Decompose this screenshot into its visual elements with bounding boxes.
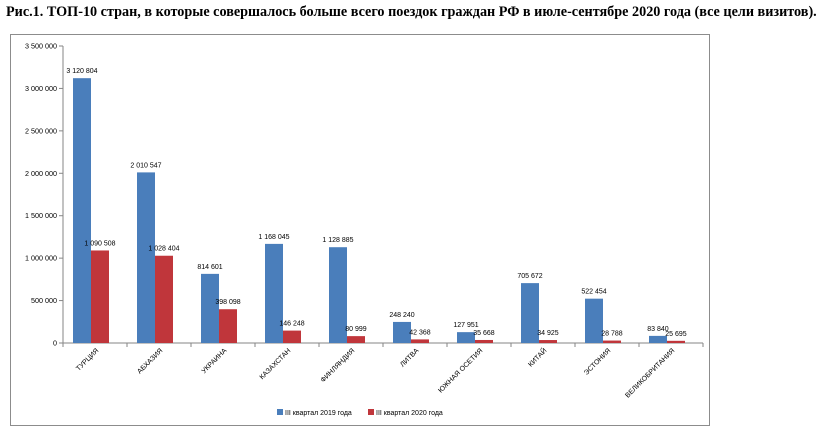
bar-2019-5 <box>393 321 411 343</box>
data-label: 522 454 <box>581 289 606 296</box>
bar-2020-4 <box>347 336 365 343</box>
data-label: 25 695 <box>665 331 687 338</box>
category-label: КИТАЙ <box>526 346 549 369</box>
bar-2019-8 <box>585 298 603 343</box>
data-label: 398 098 <box>215 299 240 306</box>
data-label: 1 168 045 <box>258 234 289 241</box>
category-label: ЛИТВА <box>399 347 420 368</box>
figure-caption: Рис.1. ТОП-10 стран, в которые совершало… <box>6 4 817 20</box>
y-tick-label: 1 500 000 <box>25 211 57 220</box>
data-label: 80 999 <box>345 326 367 333</box>
bar-2020-8 <box>603 340 621 343</box>
bar-2019-2 <box>201 273 219 343</box>
legend-label: III квартал 2019 года <box>285 410 352 417</box>
legend-label: III квартал 2020 года <box>376 410 443 417</box>
bar-2020-2 <box>219 309 237 343</box>
bar-2020-3 <box>283 330 301 343</box>
data-label: 28 788 <box>601 331 623 338</box>
data-label: 1 028 404 <box>148 246 179 253</box>
chart-frame: 0 500 000 1 000 000 1 500 000 2 000 000 2 500… <box>10 34 710 426</box>
legend-swatch <box>368 409 374 415</box>
bar-2019-9 <box>649 335 667 343</box>
bar-2019-0 <box>73 78 91 343</box>
data-label: 705 672 <box>517 273 542 280</box>
bar-2020-7 <box>539 340 557 343</box>
data-label: 146 248 <box>279 321 304 328</box>
category-label: УКРАИНА <box>201 347 229 375</box>
y-tick-label: 500 000 <box>31 296 57 305</box>
legend-swatch <box>277 409 283 415</box>
data-label: 127 951 <box>453 322 478 329</box>
bar-chart: 0 500 000 1 000 000 1 500 000 2 000 000 2 500… <box>25 42 704 417</box>
data-label: 42 368 <box>409 329 431 336</box>
bar-2020-9 <box>667 340 685 343</box>
data-label: 34 925 <box>537 330 559 337</box>
bar-2020-6 <box>475 339 493 343</box>
y-tick-label: 3 500 000 <box>25 42 57 51</box>
data-label: 35 668 <box>473 330 495 337</box>
data-label: 814 601 <box>197 264 222 271</box>
category-label: ВЕЛИКОБРИТАНИЯ <box>624 347 676 399</box>
category-label: ФИНЛЯНДИЯ <box>320 347 357 384</box>
category-label: ЭСТОНИЯ <box>583 347 612 376</box>
bar-2019-6 <box>457 332 475 343</box>
bar-2019-7 <box>521 283 539 343</box>
bar-2020-5 <box>411 339 429 343</box>
y-tick-label: 3 000 000 <box>25 84 57 93</box>
category-label: ТУРЦИЯ <box>75 347 100 372</box>
bar-2019-1 <box>137 172 155 343</box>
data-label: 83 840 <box>647 326 669 333</box>
category-label: АБХАЗИЯ <box>136 347 164 375</box>
data-label: 2 010 547 <box>130 162 161 169</box>
data-label: 248 240 <box>389 312 414 319</box>
y-tick-label: 2 000 000 <box>25 169 57 178</box>
bar-2020-0 <box>91 250 109 343</box>
bar-2019-4 <box>329 247 347 343</box>
y-tick-label: 2 500 000 <box>25 126 57 135</box>
y-tick-label: 0 <box>53 339 57 348</box>
category-label: ЮЖНАЯ ОСЕТИЯ <box>437 347 484 394</box>
bar-2020-1 <box>155 255 173 343</box>
data-label: 1 128 885 <box>322 237 353 244</box>
y-tick-label: 1 000 000 <box>25 254 57 263</box>
category-label: КАЗАХСТАН <box>259 347 293 381</box>
data-label: 1 090 508 <box>84 240 115 247</box>
bar-2019-3 <box>265 243 283 343</box>
data-label: 3 120 804 <box>66 68 97 75</box>
